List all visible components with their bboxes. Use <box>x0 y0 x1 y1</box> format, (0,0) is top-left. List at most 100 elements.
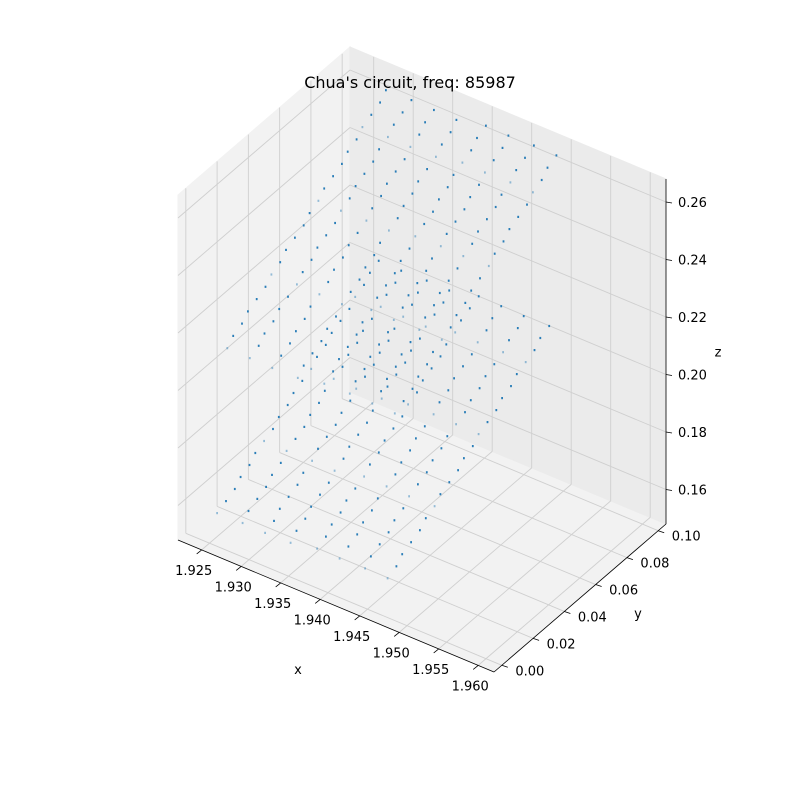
data-point <box>324 343 327 346</box>
data-point <box>385 293 388 296</box>
data-point <box>330 331 333 334</box>
data-point <box>477 295 480 298</box>
y-tick-label: 0.02 <box>547 637 576 652</box>
data-point <box>533 349 536 352</box>
data-point <box>447 389 450 392</box>
data-point <box>295 529 298 532</box>
data-point <box>446 186 449 189</box>
data-point <box>476 341 479 344</box>
y-tick-label: 0.08 <box>640 557 669 572</box>
data-point <box>376 296 379 299</box>
data-point <box>402 507 405 510</box>
data-point <box>470 289 473 292</box>
data-point <box>387 339 390 342</box>
x-tick-mark <box>314 599 321 604</box>
chart-title: Chua's circuit, freq: 85987 <box>304 73 516 92</box>
data-point <box>380 397 383 400</box>
data-point <box>356 533 359 536</box>
data-point <box>302 364 305 367</box>
data-point <box>448 481 451 484</box>
data-point <box>239 475 242 479</box>
x-axis-label: x <box>294 663 302 678</box>
data-point <box>362 521 364 524</box>
data-point <box>435 155 437 158</box>
data-point <box>323 382 326 385</box>
data-point <box>319 493 321 496</box>
data-point <box>430 367 433 370</box>
data-point <box>294 437 297 440</box>
data-point <box>256 497 259 500</box>
data-point <box>341 303 343 306</box>
z-tick-label: 0.26 <box>678 196 707 211</box>
data-point <box>400 461 403 464</box>
data-point <box>416 391 418 394</box>
data-point <box>479 277 481 280</box>
data-point <box>286 403 289 407</box>
y-grid-floor <box>342 398 659 532</box>
data-point <box>494 205 497 209</box>
data-point <box>425 471 428 474</box>
data-point <box>347 545 350 548</box>
x-tick-mark <box>354 615 360 621</box>
data-point <box>524 361 527 364</box>
x-tick-label: 1.930 <box>215 580 252 595</box>
data-point <box>402 400 405 403</box>
data-point <box>401 306 404 309</box>
data-point <box>454 331 457 334</box>
data-point <box>445 232 448 235</box>
data-point <box>347 244 350 247</box>
data-point <box>438 401 441 404</box>
data-point <box>340 209 342 212</box>
x-tick-mark <box>196 549 202 555</box>
data-point <box>485 124 487 127</box>
z-tick-label: 0.24 <box>678 254 707 269</box>
axis-labels: 1.9251.9301.9351.9401.9451.9501.9551.960… <box>175 196 721 694</box>
data-point <box>280 354 283 357</box>
data-point <box>432 210 434 213</box>
data-point <box>364 375 366 378</box>
data-point <box>289 541 292 544</box>
data-point <box>392 318 395 321</box>
data-point <box>508 339 510 342</box>
data-point <box>424 316 427 319</box>
data-point <box>271 366 274 370</box>
data-point <box>287 295 289 298</box>
data-point <box>225 500 227 503</box>
data-point <box>433 108 435 112</box>
data-point <box>408 247 411 250</box>
data-point <box>417 291 419 294</box>
data-point <box>317 199 320 202</box>
data-point <box>386 577 389 580</box>
y-axis-label: y <box>634 607 642 622</box>
z-grid-left <box>177 242 351 391</box>
data-point <box>303 425 306 428</box>
data-point <box>270 273 273 276</box>
y-grid-floor <box>216 505 534 639</box>
data-point <box>327 481 330 484</box>
data-point <box>318 401 320 404</box>
data-point <box>517 215 520 218</box>
data-point <box>301 271 304 274</box>
data-point <box>495 409 498 412</box>
data-point <box>464 301 467 304</box>
data-point <box>445 343 448 346</box>
data-point <box>461 161 464 164</box>
data-point <box>323 187 326 190</box>
data-point <box>332 175 334 178</box>
data-point <box>457 469 459 472</box>
data-point <box>372 363 375 366</box>
data-point <box>255 298 258 301</box>
data-point <box>439 355 442 358</box>
data-point <box>394 365 397 368</box>
x-grid-floor <box>477 517 651 666</box>
data-point <box>363 283 365 286</box>
data-point <box>409 449 411 452</box>
data-point <box>316 547 318 550</box>
data-point <box>417 375 420 378</box>
data-point <box>354 295 357 298</box>
z-tick-mark <box>665 316 673 319</box>
z-tick-mark <box>665 489 673 491</box>
data-point <box>442 301 445 304</box>
data-point <box>478 387 481 390</box>
data-point <box>377 259 380 262</box>
